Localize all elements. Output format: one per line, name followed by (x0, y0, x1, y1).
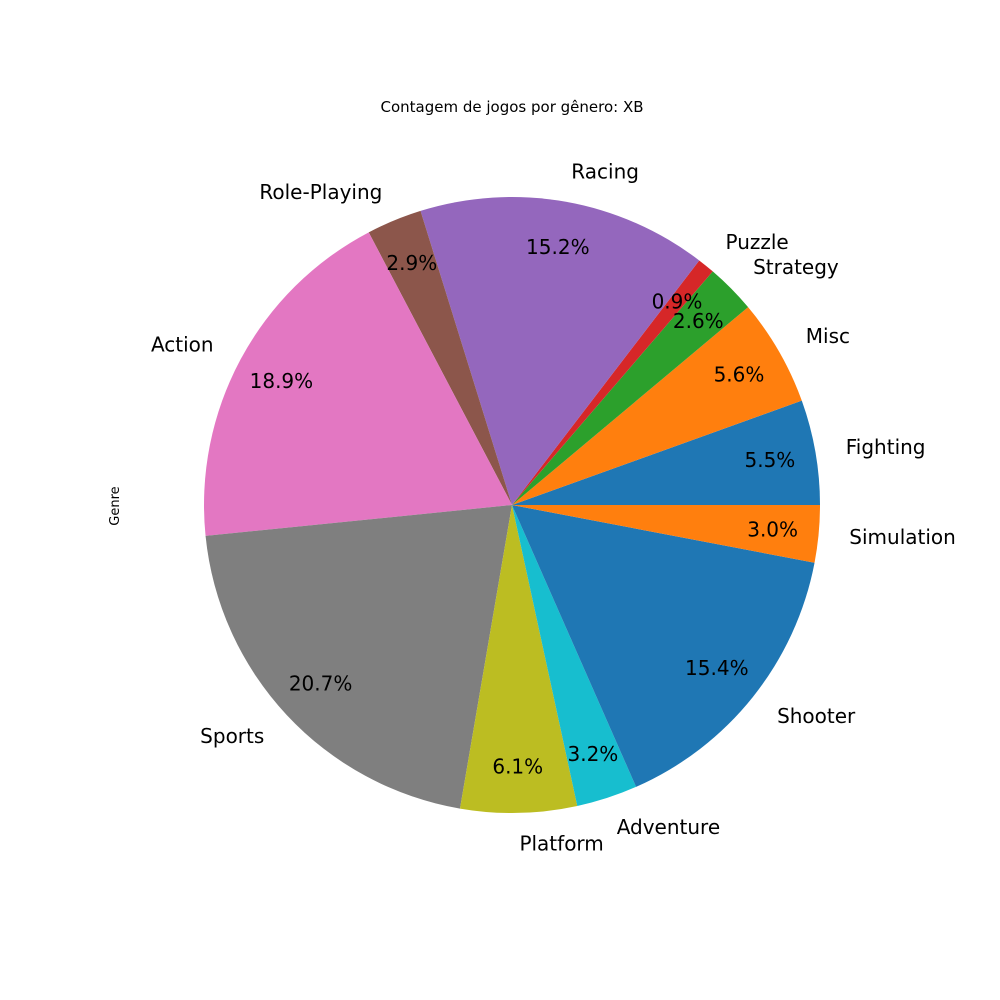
slice-pct-strategy: 2.6% (673, 309, 724, 333)
pie-slice-fighting (512, 400, 820, 505)
slice-pct-platform: 6.1% (492, 755, 543, 779)
slice-label-racing: Racing (571, 159, 639, 183)
slice-pct-action: 18.9% (250, 369, 314, 393)
slice-pct-fighting: 5.5% (744, 448, 795, 472)
slice-pct-shooter: 15.4% (685, 656, 749, 680)
slice-pct-sports: 20.7% (289, 672, 353, 696)
slice-label-sports: Sports (200, 724, 264, 748)
slice-pct-puzzle: 0.9% (652, 290, 703, 314)
pie-slice-shooter (512, 505, 815, 787)
slice-pct-role-playing: 2.9% (386, 251, 437, 275)
slice-label-role-playing: Role-Playing (259, 180, 382, 204)
chart-title: Contagem de jogos por gênero: XB (380, 98, 643, 116)
slice-label-simulation: Simulation (849, 525, 956, 549)
pie-slices (204, 197, 820, 814)
slice-pct-misc: 5.6% (714, 363, 765, 387)
slice-label-platform: Platform (519, 832, 603, 856)
pie-labels: Fighting 5.5% Misc 5.6% Strategy 2.6% Puzzle 0.… (151, 159, 956, 855)
slice-label-misc: Misc (806, 324, 850, 348)
pie-slice-adventure (512, 505, 637, 806)
slice-label-shooter: Shooter (777, 704, 856, 728)
pie-slice-strategy (512, 271, 749, 505)
slice-label-adventure: Adventure (617, 815, 720, 839)
slice-pct-adventure: 3.2% (567, 742, 618, 766)
pie-slice-sports (205, 505, 512, 809)
slice-pct-racing: 15.2% (526, 235, 590, 259)
slice-label-puzzle: Puzzle (725, 230, 788, 254)
slice-label-strategy: Strategy (753, 255, 839, 279)
pie-slice-simulation (512, 505, 820, 563)
pie-slice-platform (459, 505, 578, 814)
slice-label-fighting: Fighting (846, 435, 926, 459)
slice-pct-simulation: 3.0% (747, 518, 798, 542)
pie-slice-puzzle (512, 260, 713, 505)
y-axis-label: Genre (108, 486, 123, 525)
slice-label-action: Action (151, 333, 214, 357)
pie-slice-action (204, 232, 512, 536)
pie-slice-role-playing (368, 210, 512, 505)
pie-slice-racing (420, 197, 700, 505)
pie-slice-misc (512, 307, 802, 505)
